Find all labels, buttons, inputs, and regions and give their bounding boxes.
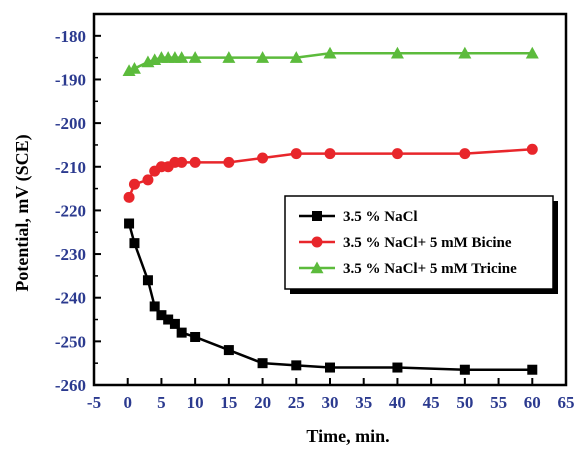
data-point bbox=[128, 178, 140, 190]
legend-label: 3.5 % NaCl+ 5 mM Tricine bbox=[343, 261, 517, 277]
y-tick-label: -240 bbox=[55, 289, 86, 308]
x-tick-label: 45 bbox=[423, 393, 440, 412]
legend-marker bbox=[312, 211, 322, 221]
data-point bbox=[189, 156, 201, 168]
y-tick-label: -220 bbox=[55, 201, 86, 220]
data-point bbox=[256, 51, 270, 63]
legend-label: 3.5 % NaCl bbox=[343, 209, 418, 225]
data-point bbox=[323, 46, 337, 59]
data-point bbox=[142, 275, 153, 286]
data-point bbox=[257, 152, 269, 164]
x-axis-label: Time, min. bbox=[306, 426, 389, 446]
data-point bbox=[459, 148, 471, 160]
x-tick-label: 20 bbox=[254, 393, 271, 412]
data-point bbox=[392, 362, 403, 373]
data-point bbox=[169, 318, 180, 329]
series-2 bbox=[123, 143, 538, 203]
series-layer bbox=[122, 46, 539, 375]
y-tick-label: -210 bbox=[55, 158, 86, 177]
x-tick-label: 0 bbox=[123, 393, 132, 412]
x-tick-label: 10 bbox=[187, 393, 204, 412]
data-point bbox=[527, 364, 538, 375]
x-tick-label: 55 bbox=[490, 393, 507, 412]
x-axis-ticks: -5 0 5 10 15 20 25 30 35 40 45 50 55 60 65 bbox=[87, 378, 575, 412]
series-line bbox=[127, 223, 533, 371]
x-tick-label: -5 bbox=[87, 393, 101, 412]
y-tick-label: -200 bbox=[55, 114, 86, 133]
data-point bbox=[222, 51, 236, 63]
data-point bbox=[391, 148, 403, 160]
legend-label: 3.5 % NaCl+ 5 mM Bicine bbox=[343, 235, 512, 251]
x-tick-label: 65 bbox=[558, 393, 575, 412]
data-point bbox=[176, 327, 187, 338]
x-tick-label: 50 bbox=[456, 393, 473, 412]
series-3 bbox=[122, 46, 539, 76]
x-tick-label: 35 bbox=[355, 393, 372, 412]
x-tick-label: 60 bbox=[524, 393, 541, 412]
legend-marker bbox=[311, 236, 323, 248]
data-point bbox=[127, 62, 141, 74]
data-point bbox=[390, 46, 404, 59]
data-point bbox=[291, 360, 302, 371]
series-1 bbox=[124, 218, 538, 375]
data-point bbox=[525, 46, 539, 59]
data-point bbox=[223, 156, 235, 168]
x-tick-label: 15 bbox=[220, 393, 237, 412]
y-tick-label: -230 bbox=[55, 245, 86, 264]
data-point bbox=[176, 156, 188, 168]
y-tick-label: -180 bbox=[55, 27, 86, 46]
data-point bbox=[188, 51, 202, 63]
x-tick-label: 5 bbox=[157, 393, 166, 412]
y-tick-label: -250 bbox=[55, 332, 86, 351]
x-tick-label: 25 bbox=[288, 393, 305, 412]
data-point bbox=[190, 331, 201, 342]
data-point bbox=[149, 301, 160, 312]
data-point bbox=[257, 358, 268, 369]
data-point bbox=[459, 364, 470, 375]
x-tick-label: 40 bbox=[389, 393, 406, 412]
y-tick-label: -260 bbox=[55, 376, 86, 395]
series-line bbox=[127, 148, 533, 198]
data-point bbox=[458, 46, 472, 59]
x-tick-label: 30 bbox=[322, 393, 339, 412]
data-point bbox=[129, 238, 140, 249]
data-point bbox=[163, 314, 174, 325]
data-point bbox=[156, 310, 167, 321]
data-point bbox=[223, 345, 234, 356]
legend-marker bbox=[310, 261, 324, 274]
data-point bbox=[123, 191, 135, 203]
data-point bbox=[290, 148, 302, 160]
data-point bbox=[324, 148, 336, 160]
y-tick-label: -190 bbox=[55, 70, 86, 89]
data-point bbox=[526, 143, 538, 155]
y-axis-ticks: -180 -190 -200 -210 -220 -230 -240 -250 -260 bbox=[55, 13, 101, 395]
data-point bbox=[289, 51, 303, 63]
data-point bbox=[325, 362, 335, 373]
y-axis-label: Potential, mV (SCE) bbox=[12, 134, 33, 291]
data-point bbox=[124, 218, 135, 229]
data-point bbox=[175, 51, 189, 63]
legend: 3.5 % NaCl 3.5 % NaCl+ 5 mM Bicine 3.5 % N… bbox=[284, 195, 558, 294]
data-point bbox=[142, 174, 154, 186]
